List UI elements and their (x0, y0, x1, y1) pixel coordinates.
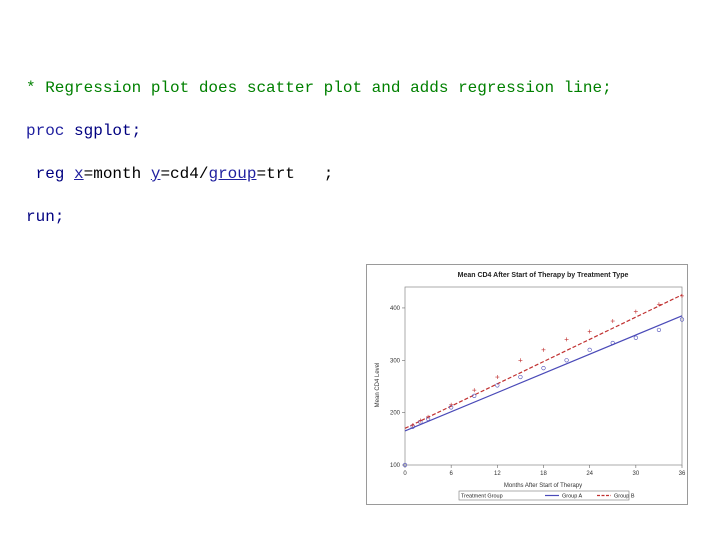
point-group-a (495, 383, 500, 388)
point-group-b (418, 418, 423, 423)
group-option: group (208, 165, 257, 183)
point-group-a (541, 366, 546, 371)
point-group-a (656, 327, 662, 333)
point-group-a (472, 393, 477, 398)
point-group-b (518, 358, 523, 363)
point-group-a (564, 358, 569, 363)
y-tick-label: 100 (390, 463, 401, 469)
plot-canvas: Mean CD4 After Start of Therapy by Treat… (375, 272, 686, 501)
code-run-line: run; (26, 208, 65, 226)
x-value: =month (83, 165, 151, 183)
x-axis-label: Months After Start of Therapy (504, 483, 582, 489)
point-group-a (587, 347, 592, 352)
chart-title: Mean CD4 After Start of Therapy by Treat… (458, 272, 629, 279)
fit-line-group-b (404, 294, 683, 429)
point-group-b (587, 329, 592, 334)
x-tick-label: 36 (679, 471, 686, 477)
legend-box (458, 490, 630, 501)
point-group-a (633, 335, 638, 340)
y-tick-label: 400 (390, 306, 401, 312)
regression-plot: Mean CD4 After Start of Therapy by Treat… (366, 264, 688, 505)
point-group-b (610, 319, 615, 324)
axes: 0 6 12 18 24 30 36 100 200 300 400 (390, 286, 686, 477)
x-option: x (74, 165, 84, 183)
point-group-a (518, 374, 523, 380)
x-tick-label: 0 (403, 471, 407, 477)
legend-label-group-a: Group A (562, 494, 583, 500)
fit-line-group-a (404, 315, 683, 432)
proc-name: sgplot; (64, 122, 142, 140)
reg-statement: reg (26, 165, 65, 183)
y-tick-label: 200 (390, 411, 401, 417)
point-group-b (633, 309, 638, 314)
y-option: y (150, 165, 161, 183)
y-tick-label: 300 (390, 358, 401, 364)
point-group-b (426, 414, 431, 419)
point-group-b (541, 347, 546, 352)
x-tick-label: 24 (586, 471, 593, 477)
regression-lines (404, 294, 683, 432)
y-value: =cd4/ (160, 165, 209, 183)
code-comment-line: * Regression plot does scatter plot and … (26, 79, 612, 97)
point-group-a (402, 462, 408, 468)
x-tick-label: 6 (449, 471, 453, 477)
code-proc-line: proc sgplot; (26, 121, 141, 141)
point-group-b (495, 375, 500, 380)
data-points (402, 293, 685, 468)
group-value: =trt ; (256, 165, 334, 183)
point-group-b (680, 293, 684, 298)
point-group-b (410, 423, 415, 428)
point-group-b (564, 337, 569, 342)
x-tick-label: 18 (540, 471, 547, 477)
y-axis-label: Mean CD4 Level (375, 363, 381, 408)
point-group-b (656, 302, 661, 307)
point-group-b (472, 388, 477, 393)
point-group-b (449, 402, 454, 407)
legend-label-group-b: Group B (614, 494, 635, 500)
code-reg-line: reg x=month y=cd4/group=trt ; (26, 164, 334, 184)
plot-area (404, 286, 683, 466)
point-group-a (610, 340, 615, 346)
x-tick-label: 30 (632, 471, 639, 477)
legend-title: Treatment Group (461, 494, 503, 500)
legend: Treatment Group Group A Group B (458, 490, 635, 501)
x-tick-label: 12 (494, 471, 501, 477)
point-group-a (679, 317, 685, 322)
proc-keyword: proc (26, 122, 65, 140)
